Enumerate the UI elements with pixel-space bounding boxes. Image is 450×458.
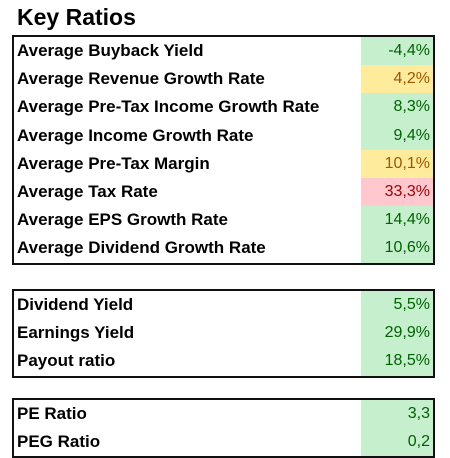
ratio-row: Average Dividend Growth Rate 10,6% [14, 234, 433, 263]
ratio-row: Earnings Yield 29,9% [14, 319, 433, 348]
ratio-label: Average Pre-Tax Income Growth Rate [17, 97, 320, 117]
ratio-row: Payout ratio 18,5% [14, 347, 433, 376]
ratio-label: Earnings Yield [17, 323, 135, 343]
growth-ratios-table: Average Buyback Yield -4,4% Average Revenu… [12, 35, 435, 265]
ratio-value: 14,4% [361, 206, 433, 235]
ratio-row: Average Pre-Tax Margin 10,1% [14, 149, 433, 178]
ratio-value: -4,4% [361, 37, 433, 66]
ratio-label: PEG Ratio [17, 432, 101, 452]
ratio-label: Average Dividend Growth Rate [17, 238, 266, 258]
ratio-row: PE Ratio 3,3 [14, 400, 433, 429]
ratio-value: 10,6% [361, 234, 433, 263]
ratio-value: 29,9% [361, 319, 433, 348]
valuation-ratios-table: PE Ratio 3,3 PEG Ratio 0,2 [12, 398, 435, 458]
yield-ratios-table: Dividend Yield 5,5% Earnings Yield 29,9% Pay… [12, 289, 435, 378]
ratio-label: Average Tax Rate [17, 181, 158, 201]
ratio-value: 18,5% [361, 347, 433, 376]
ratio-value: 8,3% [361, 93, 433, 122]
ratio-label: Dividend Yield [17, 295, 134, 314]
ratio-label: Average Buyback Yield [17, 41, 204, 60]
ratio-row: Average Pre-Tax Income Growth Rate 8,3% [14, 93, 433, 122]
ratio-label: Average Pre-Tax Margin [17, 153, 210, 173]
ratio-value: 9,4% [361, 121, 433, 150]
ratio-value: 0,2 [361, 428, 433, 457]
ratio-value: 4,2% [361, 65, 433, 94]
ratio-label: Average EPS Growth Rate [17, 210, 228, 230]
ratio-row: Average Buyback Yield -4,4% [14, 37, 433, 66]
ratio-label: Average Income Growth Rate [17, 125, 254, 145]
ratio-value: 5,5% [361, 291, 433, 320]
ratio-row: Average EPS Growth Rate 14,4% [14, 206, 433, 235]
ratio-value: 3,3 [361, 400, 433, 429]
ratio-label: PE Ratio [17, 404, 87, 423]
ratio-row: PEG Ratio 0,2 [14, 428, 433, 457]
ratio-label: Payout ratio [17, 351, 116, 371]
page-title: Key Ratios [17, 4, 136, 30]
ratio-row: Average Tax Rate 33,3% [14, 177, 433, 207]
ratio-row: Average Income Growth Rate 9,4% [14, 121, 433, 150]
ratio-row: Average Revenue Growth Rate 4,2% [14, 65, 433, 94]
ratio-row: Dividend Yield 5,5% [14, 291, 433, 320]
ratio-label: Average Revenue Growth Rate [17, 69, 265, 89]
ratio-value: 33,3% [361, 177, 433, 207]
ratio-value: 10,1% [361, 149, 433, 178]
